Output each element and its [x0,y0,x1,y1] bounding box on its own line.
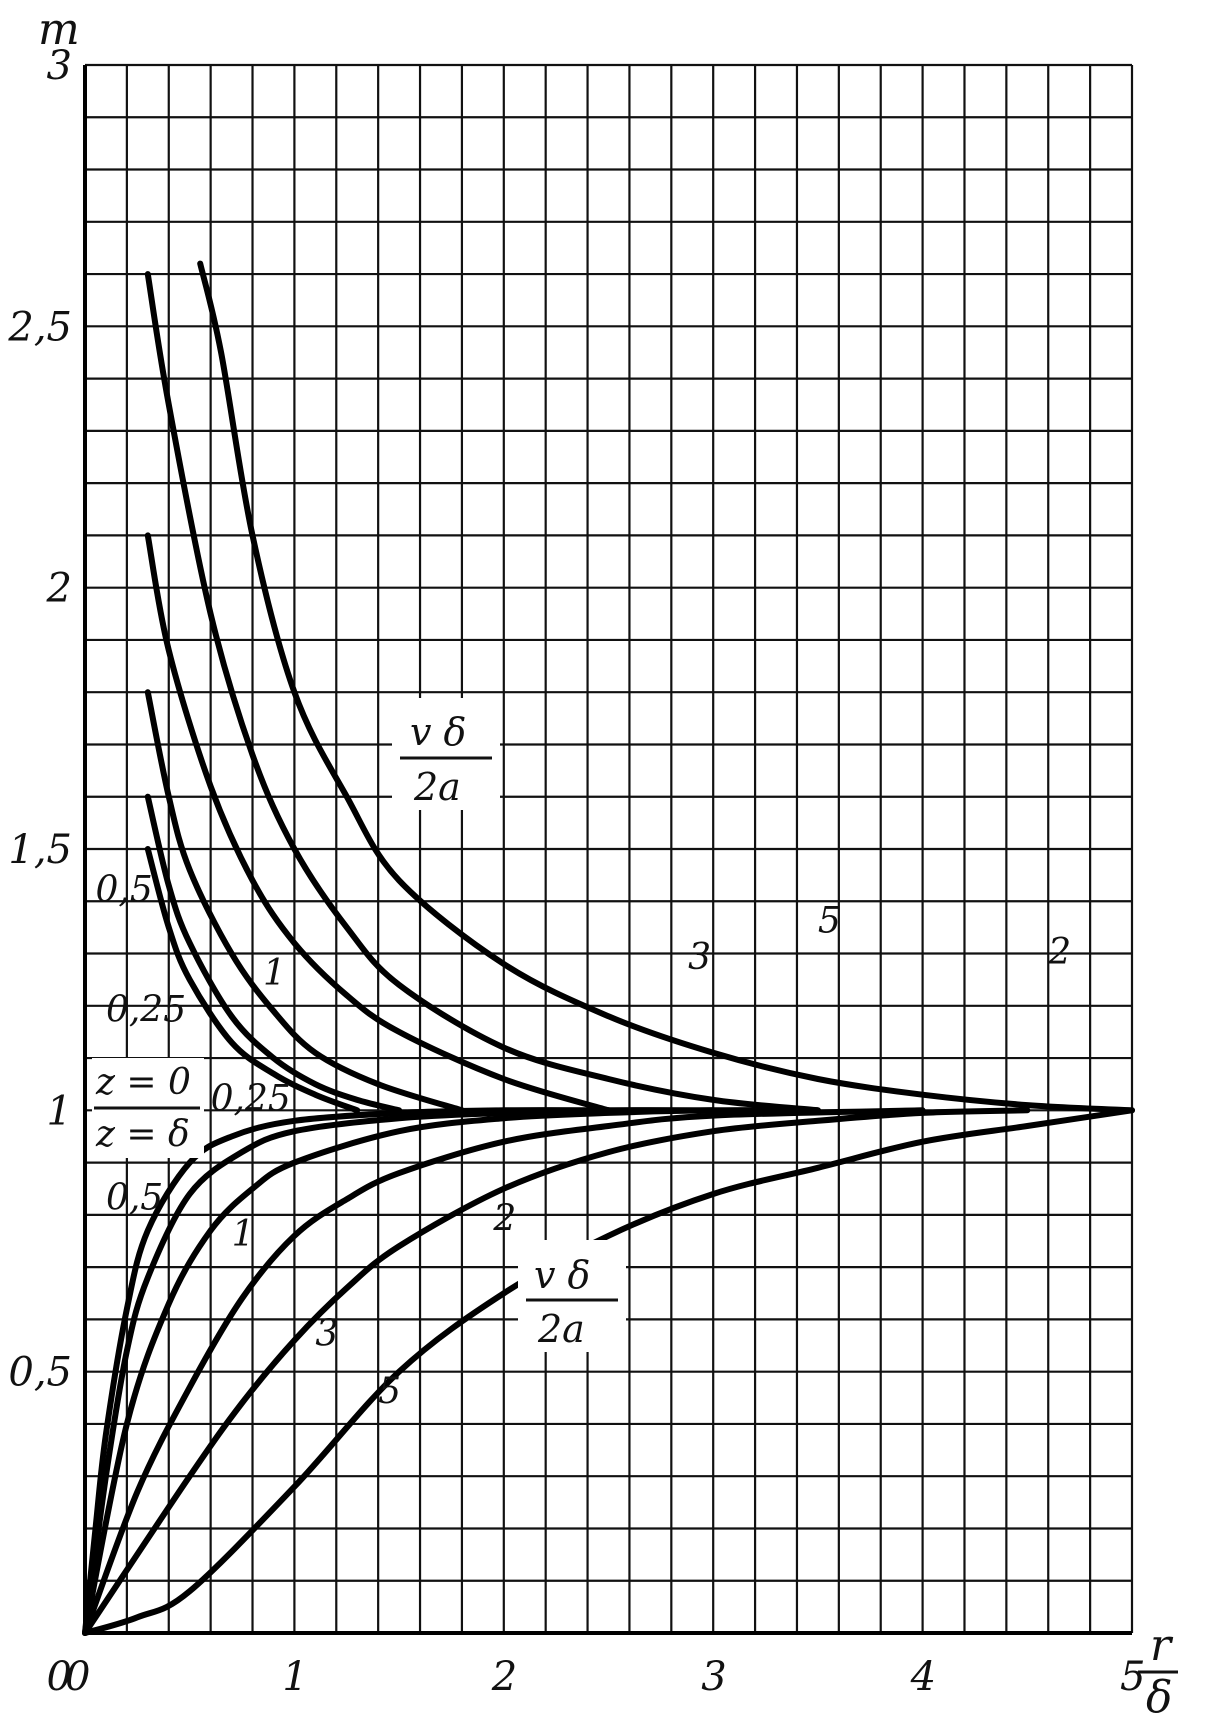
x-tick-label: 5 [1120,1654,1145,1700]
x-tick-label: 2 [491,1654,517,1700]
annotations: m r δ v δ 2a v δ 2a z = 0 [38,4,1178,1723]
group-label-top: z = 0 [95,1062,191,1103]
y-tick-label: 2,5 [7,304,72,350]
x-axis-label-denominator: δ [1146,1672,1173,1723]
x-tick-label: 3 [701,1654,726,1700]
series-label-lower-0-5: 0,5 [106,1178,163,1219]
x-tick-label: 0 [65,1654,90,1700]
series-label-upper-5: 5 [818,901,841,942]
y-tick-label: 1 [47,1088,72,1134]
series-layer: 53 210,50,250,250,51 235 [82,260,1135,1636]
series-line-upper-5 [197,260,1135,1114]
upper-parameter-label: v δ 2a [392,698,500,810]
y-tick-label: 3 [47,43,72,89]
series-line-lower-1 [82,1107,821,1636]
series-label-upper-0-5: 0,5 [95,869,152,910]
x-tick-label: 4 [910,1654,936,1700]
lower-param-numerator: v δ [534,1253,590,1297]
grid [83,63,1134,1635]
tick-labels: 0 1 2 3 4 5 0,5 1 1,5 2 2,5 3 0 [7,43,1145,1700]
series-label-lower-5: 5 [378,1371,401,1412]
series-line-lower-3 [82,1107,1031,1636]
series-label-upper-0-25: 0,25 [106,989,186,1030]
series-label-lower-1: 1 [232,1214,255,1255]
series-label-lower-0-25: 0,25 [211,1078,291,1119]
series-label-upper-2: 2 [1047,932,1071,973]
upper-param-denominator: 2a [413,765,461,809]
series-line-upper-1 [144,689,465,1114]
series-label-upper-3: 3 [688,937,711,978]
upper-param-numerator: v δ [410,710,466,754]
x-axis-label-numerator: r [1150,1620,1174,1671]
series-line-lower-2 [82,1107,926,1636]
series-line-lower-0-25 [82,1107,612,1636]
series-line-upper-3 [144,271,821,1114]
series-line-lower-0-5 [82,1107,717,1636]
y-tick-label: 1,5 [8,827,72,873]
group-labels: z = 0 z = δ [92,1058,204,1158]
series-label-lower-3: 3 [315,1314,338,1355]
series-line-upper-2 [144,532,612,1114]
lower-param-denominator: 2a [537,1307,585,1351]
series-line-upper-0-5 [144,793,403,1114]
y-tick-label: 0,5 [8,1350,72,1396]
y-tick-label: 2 [46,566,72,612]
series-label-upper-1: 1 [263,953,286,994]
y-axis-label: m [38,4,80,55]
lower-parameter-label: v δ 2a [518,1240,626,1352]
series-label-lower-2: 2 [492,1199,516,1240]
x-tick-label: 1 [282,1654,307,1700]
axes [83,65,1132,1635]
series-line-upper-0-25 [144,846,361,1114]
origin-tick-label: 0 [47,1654,72,1700]
group-label-bottom: z = δ [95,1114,190,1155]
